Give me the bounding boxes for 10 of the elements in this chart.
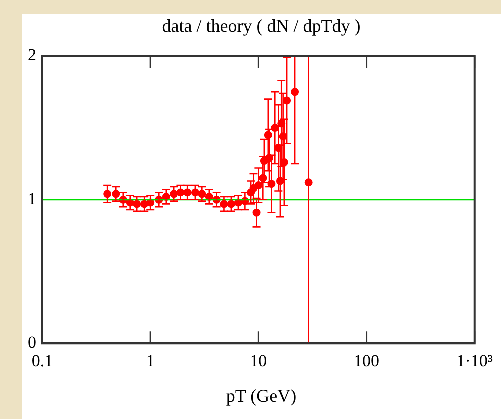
x-tick-label: 1·10³ bbox=[456, 351, 494, 370]
x-tick-label: 1 bbox=[146, 351, 155, 370]
y-tick-label: 2 bbox=[28, 46, 36, 65]
chart-title: data / theory ( dN / dpTdy ) bbox=[161, 16, 362, 37]
x-tick-label: 10 bbox=[250, 351, 268, 370]
x-tick-label: 100 bbox=[354, 351, 380, 370]
x-tick-label: 0.1 bbox=[32, 351, 54, 370]
x-axis-title: pT (GeV) bbox=[225, 386, 298, 407]
y-tick-label: 0 bbox=[28, 333, 36, 352]
y-tick-label: 1 bbox=[28, 189, 36, 208]
